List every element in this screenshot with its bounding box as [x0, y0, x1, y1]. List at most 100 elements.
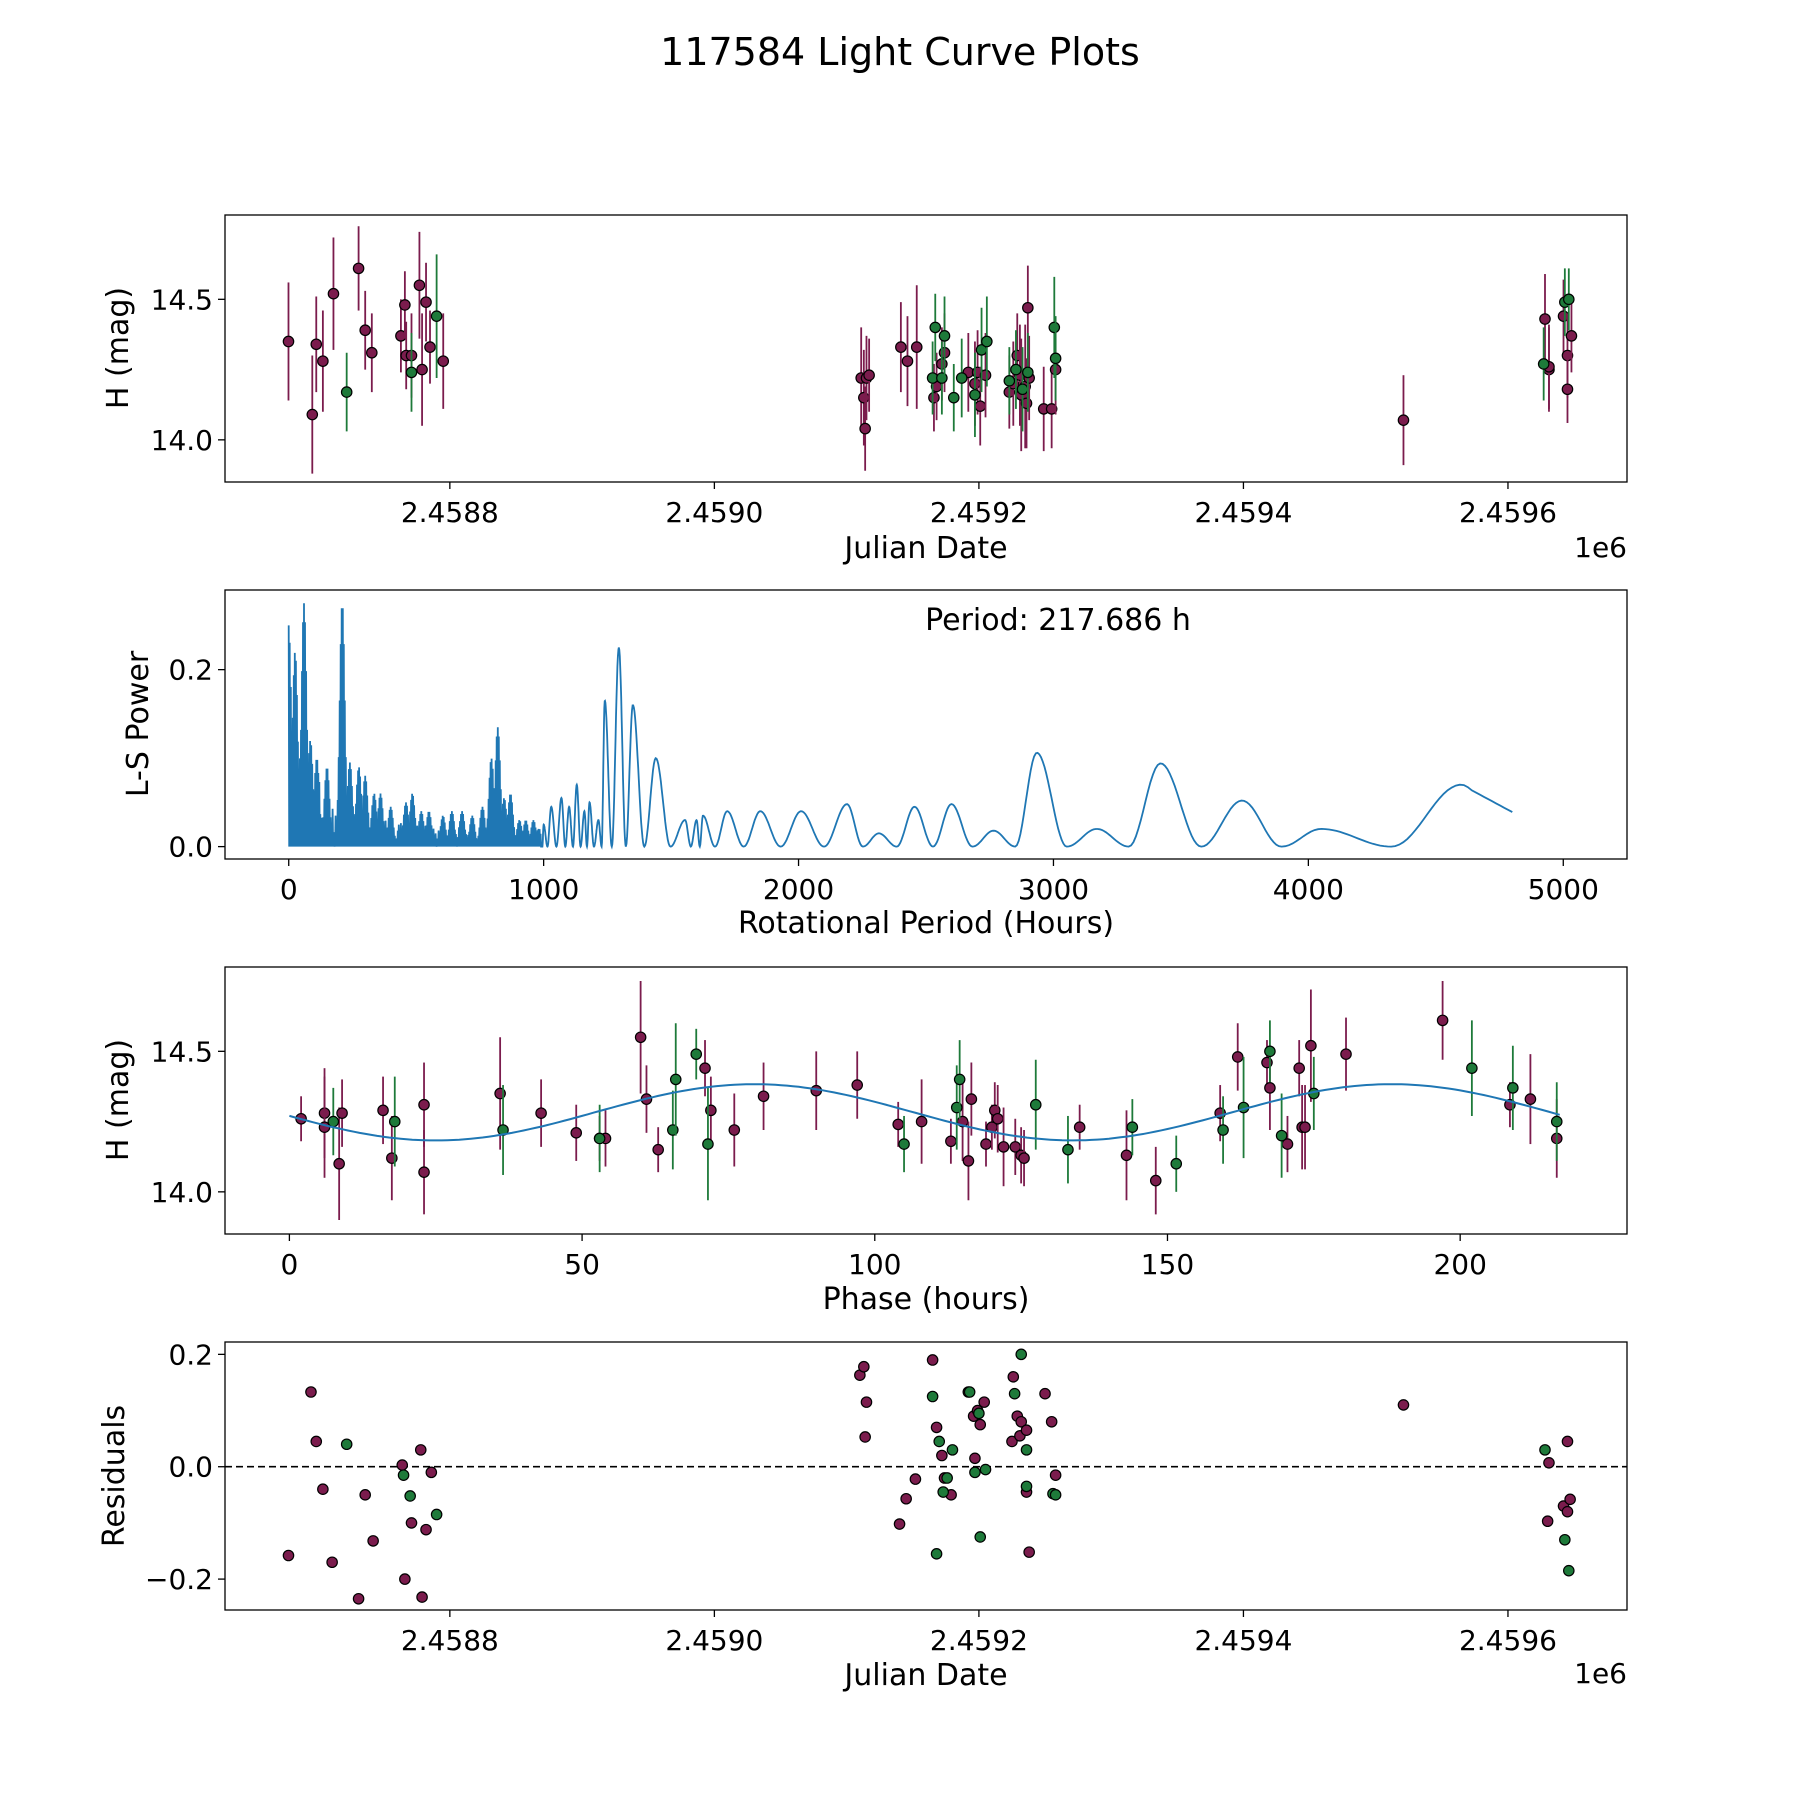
resid-point-magenta [282, 1549, 295, 1562]
lc-point-magenta [282, 335, 295, 348]
phase-point-magenta [418, 1098, 430, 1111]
panel-residuals: 2.4588 2.4590 2.4592 2.4594 2.4596 −0.2 0.0 0.2… [97, 1338, 1628, 1693]
resid-point-magenta [900, 1492, 912, 1505]
ls-xtick-label: 5000 [1528, 873, 1599, 906]
phase-point-magenta [652, 1143, 664, 1156]
ls-xtick-label: 2000 [763, 873, 834, 906]
resid-point-magenta [305, 1386, 317, 1398]
lc-point-green [1048, 321, 1061, 334]
lc-point-green [1016, 383, 1029, 396]
resid-point-magenta [1023, 1546, 1035, 1558]
phase-point-magenta [535, 1107, 547, 1119]
lc-point-magenta [399, 299, 411, 311]
residuals-xlabel: Julian Date [842, 1658, 1007, 1693]
phase-point-green [1170, 1157, 1183, 1170]
panel-phase-folded: 0 50 100 150 200 14.0 14.5 Phase (hours) H (ma… [101, 966, 1628, 1317]
phase-ylabel: H (mag) [101, 1039, 136, 1161]
resid-point-magenta [909, 1473, 922, 1485]
resid-point-magenta [930, 1421, 943, 1434]
lc-point-magenta [1045, 403, 1058, 415]
phase-point-green [593, 1132, 606, 1145]
resid-point-magenta [859, 1431, 871, 1443]
period-annotation: Period: 217.686 h [925, 603, 1191, 638]
resid-point-magenta [326, 1556, 338, 1569]
lc-point-magenta [895, 341, 907, 353]
resid-xtick-label: 2.4590 [665, 1624, 763, 1657]
lc-point-green [1563, 293, 1575, 306]
resid-xtick-label: 2.4594 [1194, 1624, 1292, 1657]
resid-point-magenta [893, 1518, 906, 1530]
lc-point-green [936, 372, 948, 384]
lc-xtick-label: 2.4594 [1194, 496, 1292, 529]
resid-point-green [926, 1390, 939, 1403]
lc-point-magenta [859, 422, 871, 435]
lc-point-green [981, 335, 993, 348]
phase-point-magenta [1305, 1039, 1317, 1052]
resid-point-magenta [359, 1489, 371, 1501]
resid-point-green [430, 1508, 443, 1521]
resid-point-magenta [1541, 1515, 1554, 1528]
lc-ytick-label: 14.0 [151, 424, 213, 457]
resid-point-magenta [396, 1459, 409, 1471]
resid-point-magenta [926, 1354, 939, 1366]
resid-point-green [1015, 1348, 1028, 1361]
phase-point-green [1062, 1143, 1074, 1156]
resid-point-green [937, 1486, 949, 1498]
resid-point-magenta [1561, 1435, 1574, 1448]
lc-point-green [1049, 352, 1062, 365]
lc-point-green [955, 372, 968, 384]
resid-point-magenta [936, 1449, 948, 1462]
resid-xtick-label: 2.4596 [1459, 1624, 1557, 1657]
lc-point-green [430, 310, 443, 322]
phase-point-green [669, 1073, 682, 1086]
phase-point-magenta [1149, 1174, 1162, 1187]
phase-xtick-label: 100 [848, 1248, 901, 1281]
phase-ytick-label: 14.5 [151, 1035, 213, 1068]
lc-point-magenta [317, 355, 329, 367]
resid-point-magenta [969, 1452, 981, 1465]
resid-point-green [1559, 1533, 1571, 1546]
ls-ytick-label: 0.0 [168, 831, 213, 864]
ls-xtick-label: 3000 [1018, 873, 1089, 906]
lc-point-magenta [413, 279, 426, 292]
resid-point-green [1563, 1564, 1575, 1577]
panel-light-curve: 2.4588 2.4590 2.4592 2.4594 2.4596 14.0 14.5 J… [101, 214, 1628, 566]
lc-point-green [1010, 363, 1022, 376]
phase-point-magenta [699, 1062, 711, 1074]
phase-point-magenta [757, 1090, 770, 1103]
lc-point-green [969, 389, 981, 401]
lc-xtick-label: 2.4596 [1459, 496, 1557, 529]
phase-marks [289, 981, 1563, 1220]
residuals-ticks: 2.4588 2.4590 2.4592 2.4594 2.4596 −0.2 0.0 0.2 [145, 1338, 1557, 1657]
phase-point-green [690, 1048, 703, 1060]
phase-point-magenta [1340, 1048, 1352, 1060]
resid-point-magenta [1020, 1424, 1033, 1437]
phase-ticks: 0 50 100 150 200 14.0 14.5 [151, 1035, 1487, 1281]
lc-point-magenta [366, 346, 378, 359]
resid-ytick-label: 0.0 [168, 1451, 213, 1484]
lc-point-magenta [901, 355, 914, 367]
phase-point-magenta [336, 1107, 348, 1119]
resid-point-green [969, 1466, 981, 1479]
lc-point-green [1537, 358, 1550, 370]
phase-point-green [1029, 1098, 1042, 1111]
resid-point-green [946, 1444, 959, 1456]
phase-point-magenta [728, 1124, 741, 1136]
lc-point-magenta [858, 391, 870, 404]
resid-point-green [973, 1407, 985, 1420]
phase-point-magenta [377, 1104, 389, 1117]
phase-xtick-label: 200 [1433, 1248, 1486, 1281]
lc-point-magenta [1561, 383, 1574, 396]
phase-xtick-label: 0 [280, 1248, 298, 1281]
resid-point-magenta [416, 1591, 428, 1603]
light-curve-axes-frame [224, 214, 1628, 483]
phase-point-magenta [1436, 1014, 1449, 1027]
periodogram-axes-frame [224, 589, 1628, 860]
phase-point-magenta [962, 1155, 975, 1167]
lc-point-magenta [359, 324, 371, 337]
residuals-ylabel: Residuals [97, 1405, 132, 1547]
lc-point-magenta [1022, 301, 1034, 314]
light-curve-ylabel: H (mag) [101, 287, 136, 409]
lc-point-green [340, 386, 353, 398]
